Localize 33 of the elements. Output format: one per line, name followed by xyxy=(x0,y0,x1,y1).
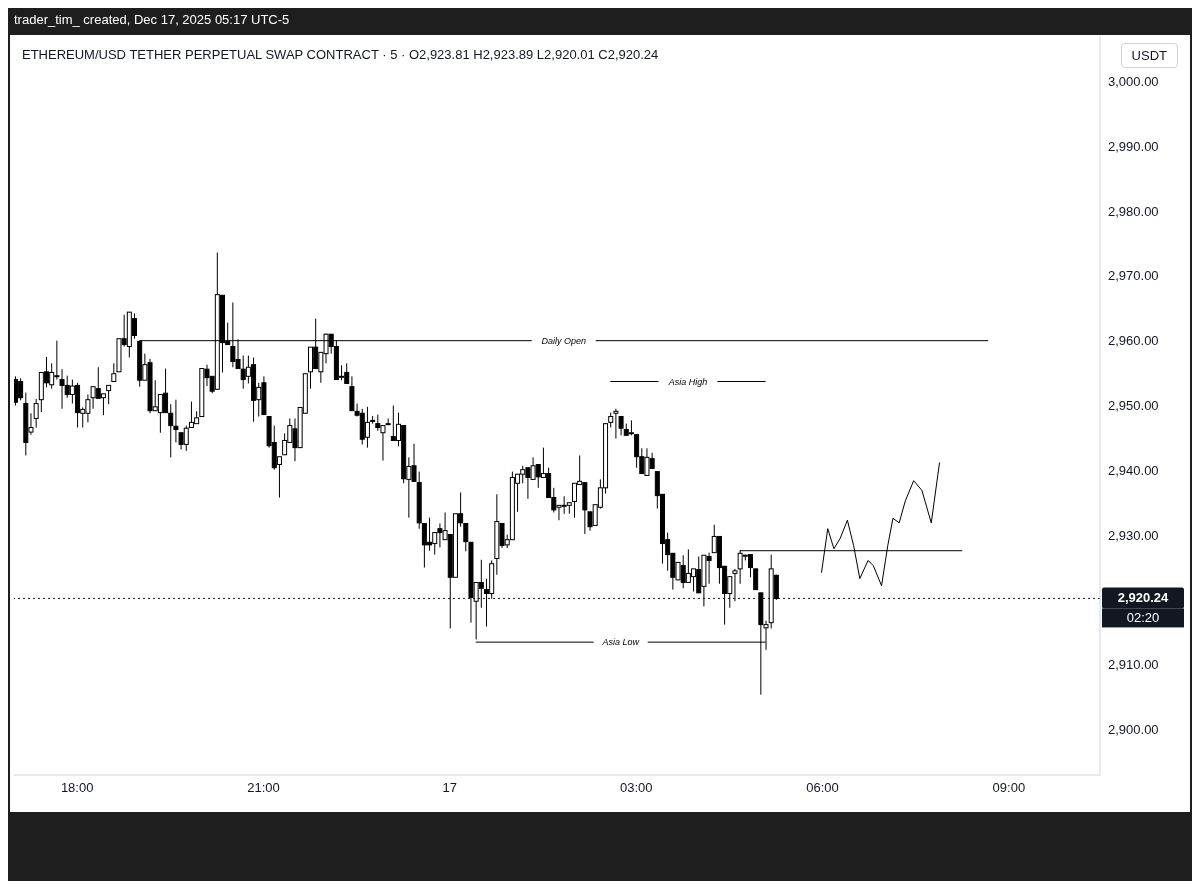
candlestick xyxy=(106,384,112,405)
x-tick-label: 17 xyxy=(442,780,458,796)
candlestick xyxy=(463,522,469,552)
candlestick xyxy=(18,377,24,401)
series-label: Daily Open xyxy=(541,335,586,346)
y-tick-label: 2,910.00 xyxy=(1108,657,1159,673)
y-tick-label: 2,990.00 xyxy=(1108,138,1159,154)
y-tick-label: 2,940.00 xyxy=(1108,462,1159,478)
x-tick-label: 09:00 xyxy=(992,780,1026,796)
series-label: Asia High xyxy=(667,376,708,387)
y-tick-label: 2,950.00 xyxy=(1108,398,1159,414)
y-tick-label: 2,930.00 xyxy=(1108,527,1159,543)
candlestick xyxy=(111,362,117,383)
y-tick-label: 2,900.00 xyxy=(1108,722,1159,738)
candlestick xyxy=(364,406,370,449)
candlestick xyxy=(747,554,753,578)
x-tick-label: 18:00 xyxy=(60,780,94,796)
text: ETHEREUM/USD TETHER PERPETUAL SWAP CONTRACT · 5 · O2,923.81 H2,923.89 L2,920.01 C2,920.24 xyxy=(22,47,659,62)
x-tick-label: 21:00 xyxy=(247,780,280,796)
y-tick-label: 3,000.00 xyxy=(1108,73,1159,89)
ref-line-label: 2,920.24 xyxy=(1117,590,1170,606)
x-tick-label: 03:00 xyxy=(619,780,653,796)
x-tick-label: 06:00 xyxy=(806,780,839,796)
text: trader_tim_ created, Dec 17, 2025 05:17 UTC-5 xyxy=(14,12,290,27)
candlestick xyxy=(168,403,174,458)
text: 02:20 xyxy=(1126,610,1160,626)
y-axis-title: USDT xyxy=(1120,43,1178,68)
y-tick-label: 2,960.00 xyxy=(1108,333,1159,349)
series-label: Asia Low xyxy=(601,637,640,648)
candlestick xyxy=(33,398,39,429)
candlestick xyxy=(753,568,759,591)
y-tick-label: 2,970.00 xyxy=(1108,268,1159,284)
y-tick-label: 2,980.00 xyxy=(1108,203,1159,219)
